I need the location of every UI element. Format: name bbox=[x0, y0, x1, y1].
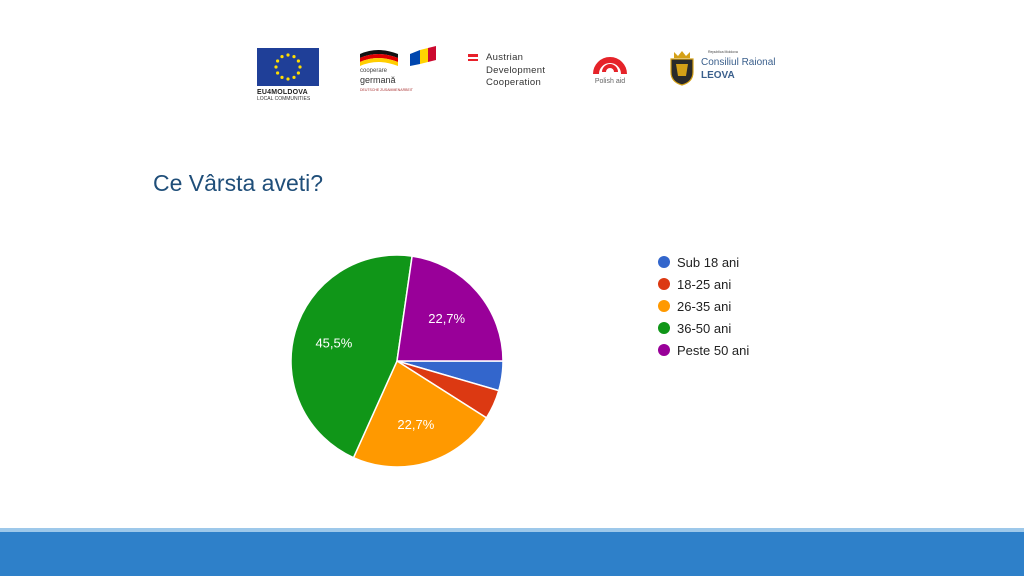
legend-swatch-26-35-ani bbox=[658, 300, 670, 312]
eu-flag-icon bbox=[257, 48, 319, 86]
legend-swatch-36-50-ani bbox=[658, 322, 670, 334]
legend-swatch-18-25-ani bbox=[658, 278, 670, 290]
legend-label-peste-50-ani: Peste 50 ani bbox=[677, 343, 749, 358]
polish-aid-label: Polish aid bbox=[594, 78, 626, 85]
legend-swatch-sub-18-ani bbox=[658, 256, 670, 268]
german-cooperation-line1: cooperare bbox=[360, 68, 388, 74]
austrian-cooperation-logo: Austrian Development Cooperation bbox=[468, 48, 578, 98]
leova-council-logo: Republica Moldova Consiliul Raional LEOV… bbox=[668, 48, 783, 98]
german-cooperation-line3: DEUTSCHE ZUSAMMENARBEIT bbox=[360, 88, 413, 92]
legend-label-36-50-ani: 36-50 ani bbox=[677, 321, 731, 336]
data-label-26-35-ani: 22,7% bbox=[397, 417, 434, 432]
austria-flag-icon bbox=[468, 54, 478, 61]
polish-aid-icon bbox=[593, 57, 627, 75]
legend-label-26-35-ani: 26-35 ani bbox=[677, 299, 731, 314]
pie-slice-18-25-ani bbox=[396, 360, 500, 419]
pie-slice-36-50-ani bbox=[290, 254, 413, 459]
legend-label-18-25-ani: 18-25 ani bbox=[677, 277, 731, 292]
legend-label-sub-18-ani: Sub 18 ani bbox=[677, 255, 739, 270]
data-label-peste-50-ani: 22,7% bbox=[428, 311, 465, 326]
eu4moldova-name: EU4MOLDOVA bbox=[257, 89, 308, 96]
pie-slice-peste-50-ani bbox=[396, 255, 504, 362]
polish-aid-logo: Polish aid bbox=[588, 48, 632, 98]
footer-band bbox=[0, 532, 1024, 576]
leova-line2: LEOVA bbox=[701, 70, 735, 81]
legend-swatch-peste-50-ani bbox=[658, 344, 670, 356]
german-cooperation-line2: germană bbox=[360, 75, 396, 85]
leova-sup: Republica Moldova bbox=[708, 50, 738, 54]
eu4moldova-logo: EU4MOLDOVA LOCAL COMMUNITIES bbox=[257, 48, 321, 102]
pie-slice-26-35-ani bbox=[352, 359, 488, 468]
austrian-line3: Cooperation bbox=[486, 77, 542, 88]
data-label-36-50-ani: 45,5% bbox=[315, 336, 352, 351]
pie-slice-sub-18-ani bbox=[396, 360, 504, 392]
austrian-line2: Development bbox=[486, 64, 546, 76]
coat-of-arms-icon bbox=[670, 51, 694, 86]
leova-line1: Consiliul Raional bbox=[701, 57, 776, 68]
footer-accent-line bbox=[0, 528, 1024, 532]
chart-title: Ce Vârsta aveti? bbox=[153, 170, 324, 196]
partner-logos: EU4MOLDOVA LOCAL COMMUNITIES cooperare g… bbox=[0, 40, 1024, 120]
german-cooperation-logo: cooperare germană DEUTSCHE ZUSAMMENARBEI… bbox=[358, 46, 438, 96]
eu4moldova-sub: LOCAL COMMUNITIES bbox=[257, 96, 311, 102]
austrian-line1: Austrian bbox=[486, 52, 524, 63]
german-flag-icon bbox=[360, 46, 436, 66]
